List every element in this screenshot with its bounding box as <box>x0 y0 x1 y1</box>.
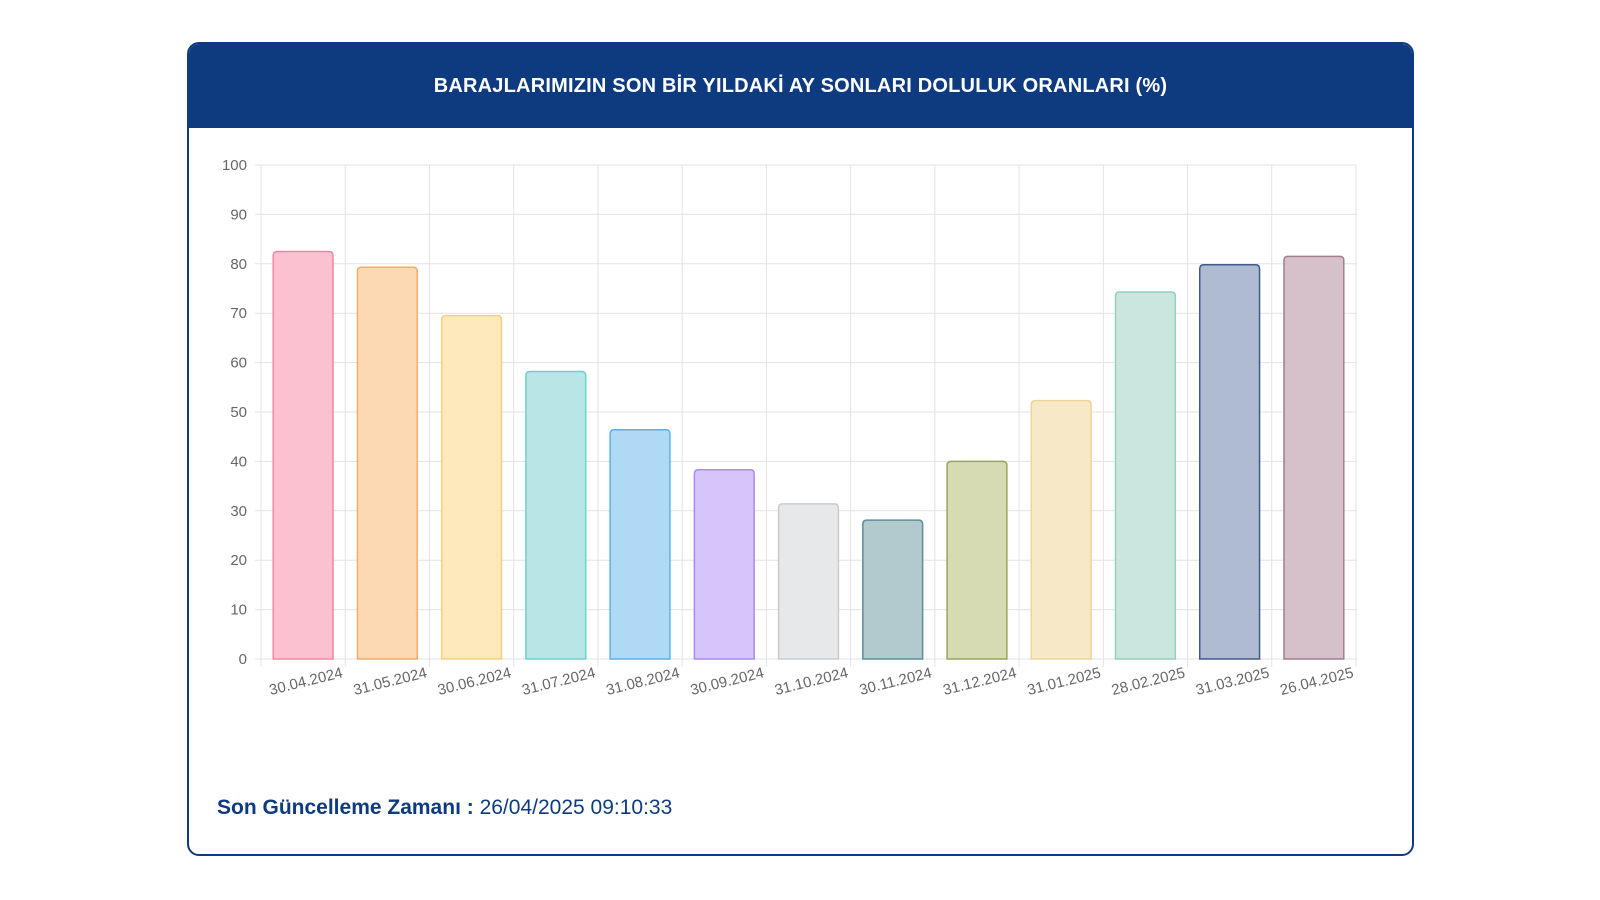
last-update: Son Güncelleme Zamanı : 26/04/2025 09:10… <box>217 796 672 820</box>
x-tick-label: 31.05.2024 <box>352 664 429 699</box>
x-tick-label: 31.10.2024 <box>773 664 850 699</box>
card-header: BARAJLARIMIZIN SON BİR YILDAKİ AY SONLAR… <box>189 44 1412 128</box>
last-update-label: Son Güncelleme Zamanı : <box>217 796 474 819</box>
y-tick-label: 90 <box>230 206 247 223</box>
y-tick-label: 40 <box>230 453 247 470</box>
bar <box>777 503 840 660</box>
y-tick-label: 30 <box>230 503 247 520</box>
y-tick-label: 50 <box>230 404 247 421</box>
x-tick-label: 31.01.2025 <box>1026 664 1103 699</box>
x-tick-label: 31.07.2024 <box>520 664 597 699</box>
bar <box>862 519 924 660</box>
y-tick-label: 10 <box>230 602 247 619</box>
chart-title: BARAJLARIMIZIN SON BİR YILDAKİ AY SONLAR… <box>433 74 1168 97</box>
bar <box>525 370 587 660</box>
y-tick-label: 70 <box>230 305 247 322</box>
x-tick-label: 31.08.2024 <box>604 664 681 699</box>
bar <box>609 429 671 660</box>
bar <box>693 469 755 660</box>
y-tick-label: 0 <box>239 651 247 668</box>
y-tick-label: 20 <box>230 552 247 569</box>
bar <box>1030 399 1092 660</box>
x-tick-label: 31.03.2025 <box>1194 664 1271 699</box>
x-tick-label: 30.09.2024 <box>689 664 766 699</box>
x-tick-label: 31.12.2024 <box>941 664 1018 699</box>
bar-chart: 0 10 20 30 40 50 60 70 80 90 100 30.04.2024 31.05.20… <box>222 157 1357 699</box>
y-tick-label: 100 <box>222 157 247 174</box>
y-tick-label: 80 <box>230 256 247 273</box>
bar <box>1199 264 1261 660</box>
last-update-value: 26/04/2025 09:10:33 <box>479 796 673 819</box>
x-tick-label: 28.02.2025 <box>1110 664 1187 699</box>
y-tick-label: 60 <box>230 355 247 372</box>
bar <box>1114 291 1177 660</box>
chart-card: BARAJLARIMIZIN SON BİR YILDAKİ AY SONLAR… <box>187 42 1414 856</box>
bar <box>440 314 503 660</box>
x-tick-label: 30.04.2024 <box>268 664 345 699</box>
bar <box>272 250 334 660</box>
bar <box>946 460 1008 660</box>
x-tick-label: 30.06.2024 <box>436 664 513 699</box>
bar <box>1283 255 1345 660</box>
x-tick-label: 30.11.2024 <box>858 664 934 698</box>
x-tick-label: 26.04.2025 <box>1278 664 1355 699</box>
bar <box>356 266 418 660</box>
